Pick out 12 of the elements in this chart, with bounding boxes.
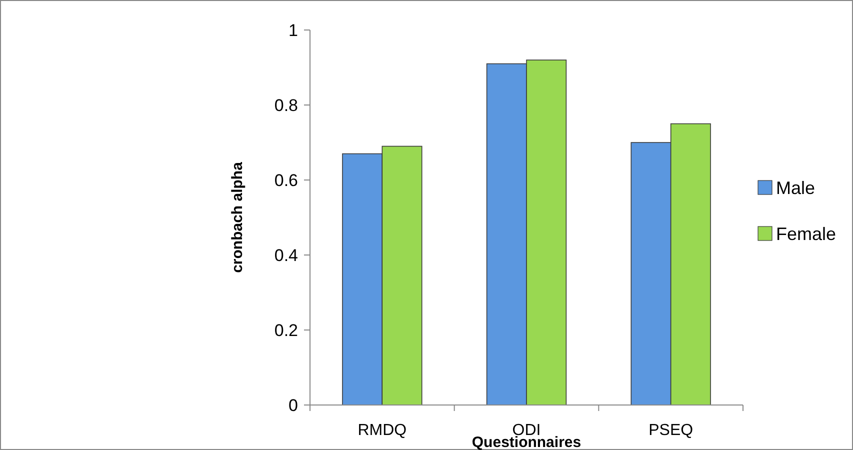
y-tick-label: 0.2 [274, 320, 298, 340]
y-tick-label: 0.6 [274, 170, 298, 190]
y-axis-title: cronbach alpha [229, 161, 246, 273]
x-tick-label: PSEQ [648, 422, 694, 439]
y-tick-label: 1 [288, 20, 298, 40]
x-axis-title: Questionnaires [472, 434, 582, 450]
legend-label: Male [776, 178, 816, 198]
y-tick-label: 0.8 [274, 96, 298, 115]
x-tick-label: RMDQ [358, 422, 407, 439]
y-tick-label: 0.4 [274, 246, 298, 265]
legend-label: Female [776, 224, 836, 244]
y-tick-label: 0 [288, 396, 298, 415]
